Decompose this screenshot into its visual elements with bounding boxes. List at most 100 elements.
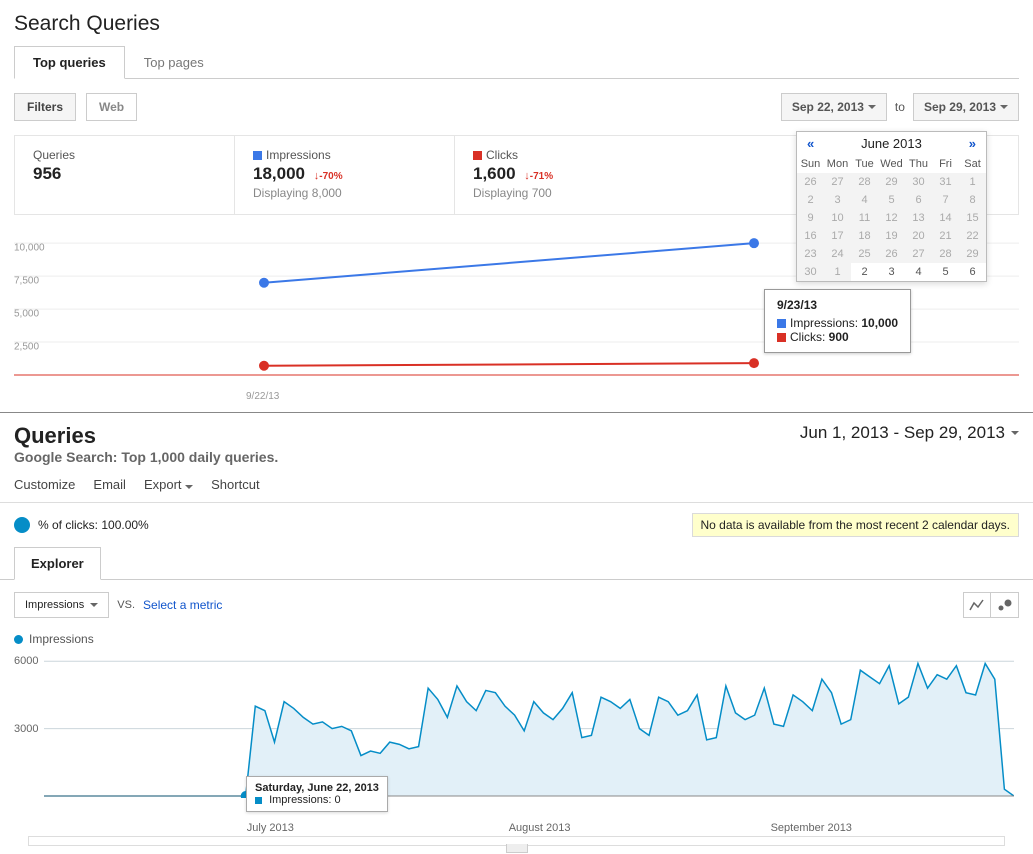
caret-down-icon bbox=[185, 485, 193, 489]
calendar-day[interactable]: 3 bbox=[878, 263, 905, 281]
cal-prev-icon[interactable]: « bbox=[803, 136, 818, 151]
calendar-day[interactable]: 6 bbox=[905, 191, 932, 209]
tab-explorer[interactable]: Explorer bbox=[14, 547, 101, 580]
calendar-day[interactable]: 28 bbox=[932, 245, 959, 263]
series-label: Impressions bbox=[14, 632, 1019, 646]
filters-button[interactable]: Filters bbox=[14, 93, 76, 121]
metric-select-button[interactable]: Impressions bbox=[14, 592, 109, 618]
tab-bar: Top queries Top pages bbox=[14, 46, 1019, 79]
calendar-day[interactable]: 1 bbox=[959, 173, 986, 191]
legend-color-clicks bbox=[473, 151, 482, 160]
caret-down-icon bbox=[90, 603, 98, 607]
date-from-label: Sep 22, 2013 bbox=[792, 100, 864, 114]
tooltip-title: 9/23/13 bbox=[777, 298, 898, 312]
stat-sub: Displaying 8,000 bbox=[253, 186, 436, 200]
x-axis-label: 9/22/13 bbox=[246, 391, 279, 402]
calendar-day[interactable]: 27 bbox=[824, 173, 851, 191]
caret-down-icon bbox=[1011, 431, 1019, 435]
chart-type-line-button[interactable] bbox=[963, 592, 991, 618]
calendar-day[interactable]: 12 bbox=[878, 209, 905, 227]
tab-top-pages[interactable]: Top pages bbox=[125, 46, 223, 78]
calendar-day[interactable]: 14 bbox=[932, 209, 959, 227]
calendar-day[interactable]: 23 bbox=[797, 245, 824, 263]
section-title: Queries bbox=[14, 423, 278, 449]
chart-type-motion-button[interactable] bbox=[991, 592, 1019, 618]
calendar-day[interactable]: 26 bbox=[797, 173, 824, 191]
top-chart: 9/22/13 9/23/13 Impressions: 10,000 Clic… bbox=[14, 225, 1019, 400]
stat-label: Clicks bbox=[473, 148, 657, 162]
tab-top-queries[interactable]: Top queries bbox=[14, 46, 125, 79]
calendar-day[interactable]: 15 bbox=[959, 209, 986, 227]
calendar-day[interactable]: 24 bbox=[824, 245, 851, 263]
calendar-day[interactable]: 30 bbox=[905, 173, 932, 191]
calendar-day[interactable]: 21 bbox=[932, 227, 959, 245]
arrow-down-icon: ↓-71% bbox=[524, 170, 553, 182]
calendar-day[interactable]: 13 bbox=[905, 209, 932, 227]
calendar-day[interactable]: 11 bbox=[851, 209, 878, 227]
calendar-day[interactable]: 2 bbox=[851, 263, 878, 281]
legend-color-impressions bbox=[253, 151, 262, 160]
date-from-button[interactable]: Sep 22, 2013 bbox=[781, 93, 887, 121]
calendar-day[interactable]: 22 bbox=[959, 227, 986, 245]
calendar-day[interactable]: 29 bbox=[878, 173, 905, 191]
calendar-day[interactable]: 10 bbox=[824, 209, 851, 227]
chart-tooltip: Saturday, June 22, 2013 Impressions: 0 bbox=[246, 776, 388, 812]
calendar-day[interactable]: 16 bbox=[797, 227, 824, 245]
caret-down-icon bbox=[868, 105, 876, 109]
calendar-day[interactable]: 29 bbox=[959, 245, 986, 263]
stat-value: 956 bbox=[33, 164, 216, 184]
calendar-day[interactable]: 31 bbox=[932, 173, 959, 191]
calendar-day[interactable]: 30 bbox=[797, 263, 824, 281]
queries-section: Queries Google Search: Top 1,000 daily q… bbox=[0, 412, 1033, 846]
page-title: Search Queries bbox=[14, 12, 1033, 36]
percent-row: % of clicks: 100.00% No data is availabl… bbox=[0, 503, 1033, 547]
calendar-day[interactable]: 1 bbox=[824, 263, 851, 281]
bottom-chart-svg bbox=[14, 648, 1014, 798]
calendar-day[interactable]: 27 bbox=[905, 245, 932, 263]
calendar-day[interactable]: 19 bbox=[878, 227, 905, 245]
stat-value: 18,000 ↓-70% bbox=[253, 164, 436, 184]
calendar-day[interactable]: 4 bbox=[851, 191, 878, 209]
export-link[interactable]: Export bbox=[144, 477, 193, 492]
calendar-day[interactable]: 2 bbox=[797, 191, 824, 209]
calendar-day[interactable]: 3 bbox=[824, 191, 851, 209]
calendar-day[interactable]: 28 bbox=[851, 173, 878, 191]
stat-label: Queries bbox=[33, 148, 216, 162]
pie-icon bbox=[14, 517, 30, 533]
tooltip-title: Saturday, June 22, 2013 bbox=[255, 782, 379, 794]
calendar-day[interactable]: 4 bbox=[905, 263, 932, 281]
tooltip-row-clicks: Clicks: 900 bbox=[777, 330, 898, 344]
percent-label: % of clicks: 100.00% bbox=[38, 518, 149, 532]
toolbar: Filters Web Sep 22, 2013 to Sep 29, 2013 bbox=[14, 93, 1019, 121]
customize-link[interactable]: Customize bbox=[14, 477, 75, 492]
calendar-day[interactable]: 7 bbox=[932, 191, 959, 209]
calendar-day[interactable]: 9 bbox=[797, 209, 824, 227]
web-button[interactable]: Web bbox=[86, 93, 137, 121]
calendar-day[interactable]: 18 bbox=[851, 227, 878, 245]
shortcut-link[interactable]: Shortcut bbox=[211, 477, 259, 492]
calendar-day[interactable]: 26 bbox=[878, 245, 905, 263]
stat-clicks: Clicks 1,600 ↓-71% Displaying 700 bbox=[455, 136, 675, 214]
tooltip-row-impressions: Impressions: 10,000 bbox=[777, 316, 898, 330]
stat-label: Impressions bbox=[253, 148, 436, 162]
email-link[interactable]: Email bbox=[93, 477, 126, 492]
bottom-chart: 30006000 July 2013August 2013September 2… bbox=[14, 648, 1019, 818]
calendar-day[interactable]: 25 bbox=[851, 245, 878, 263]
arrow-down-icon: ↓-70% bbox=[314, 170, 343, 182]
caret-down-icon bbox=[1000, 105, 1008, 109]
calendar-day[interactable]: 8 bbox=[959, 191, 986, 209]
select-metric-link[interactable]: Select a metric bbox=[143, 598, 222, 612]
tooltip-row: Impressions: 0 bbox=[255, 794, 379, 806]
stat-value: 1,600 ↓-71% bbox=[473, 164, 657, 184]
calendar-popup: « June 2013 » SunMonTueWedThuFriSat26272… bbox=[796, 131, 987, 282]
calendar-day[interactable]: 5 bbox=[878, 191, 905, 209]
calendar-day[interactable]: 6 bbox=[959, 263, 986, 281]
calendar-day[interactable]: 20 bbox=[905, 227, 932, 245]
date-range-dropdown[interactable]: Jun 1, 2013 - Sep 29, 2013 bbox=[800, 423, 1019, 443]
calendar-day[interactable]: 17 bbox=[824, 227, 851, 245]
time-scrubber[interactable] bbox=[28, 836, 1005, 846]
series-color-icon bbox=[14, 635, 23, 644]
calendar-day[interactable]: 5 bbox=[932, 263, 959, 281]
cal-next-icon[interactable]: » bbox=[965, 136, 980, 151]
date-to-button[interactable]: Sep 29, 2013 bbox=[913, 93, 1019, 121]
